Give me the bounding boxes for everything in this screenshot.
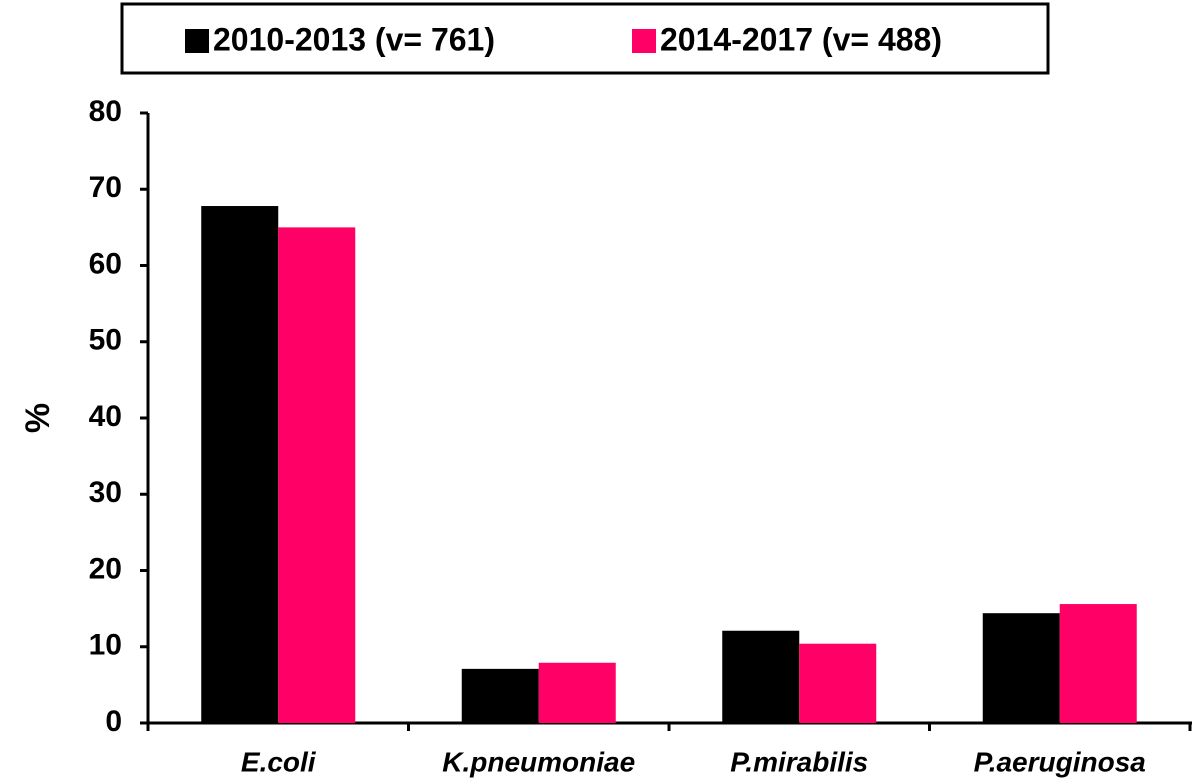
bar [799,643,877,723]
y-axis-label: % [19,403,57,433]
x-tick-label: P.mirabilis [730,746,868,777]
bar [982,613,1060,723]
y-tick-label: 30 [89,476,122,509]
bar [722,630,800,723]
legend-box [120,2,1050,75]
y-tick-label: 50 [89,324,122,357]
legend-swatch [632,29,656,53]
bar [278,227,356,723]
y-tick-label: 80 [89,95,122,128]
y-tick-label: 40 [89,400,122,433]
bar [461,668,539,723]
y-tick-label: 0 [105,705,122,738]
x-tick-label: E.coli [241,746,317,777]
y-tick-label: 70 [89,171,122,204]
y-tick-label: 20 [89,552,122,585]
legend-label: 2014-2017 (v= 488) [660,21,942,57]
y-tick-label: 60 [89,247,122,280]
legend-swatch [185,29,209,53]
legend-label: 2010-2013 (v= 761) [213,21,495,57]
y-tick-label: 10 [89,629,122,662]
x-tick-label: P.aeruginosa [974,746,1146,777]
bar [201,206,279,723]
bar [1059,604,1137,723]
x-tick-label: K.pneumoniae [442,746,635,777]
bar [538,662,616,723]
